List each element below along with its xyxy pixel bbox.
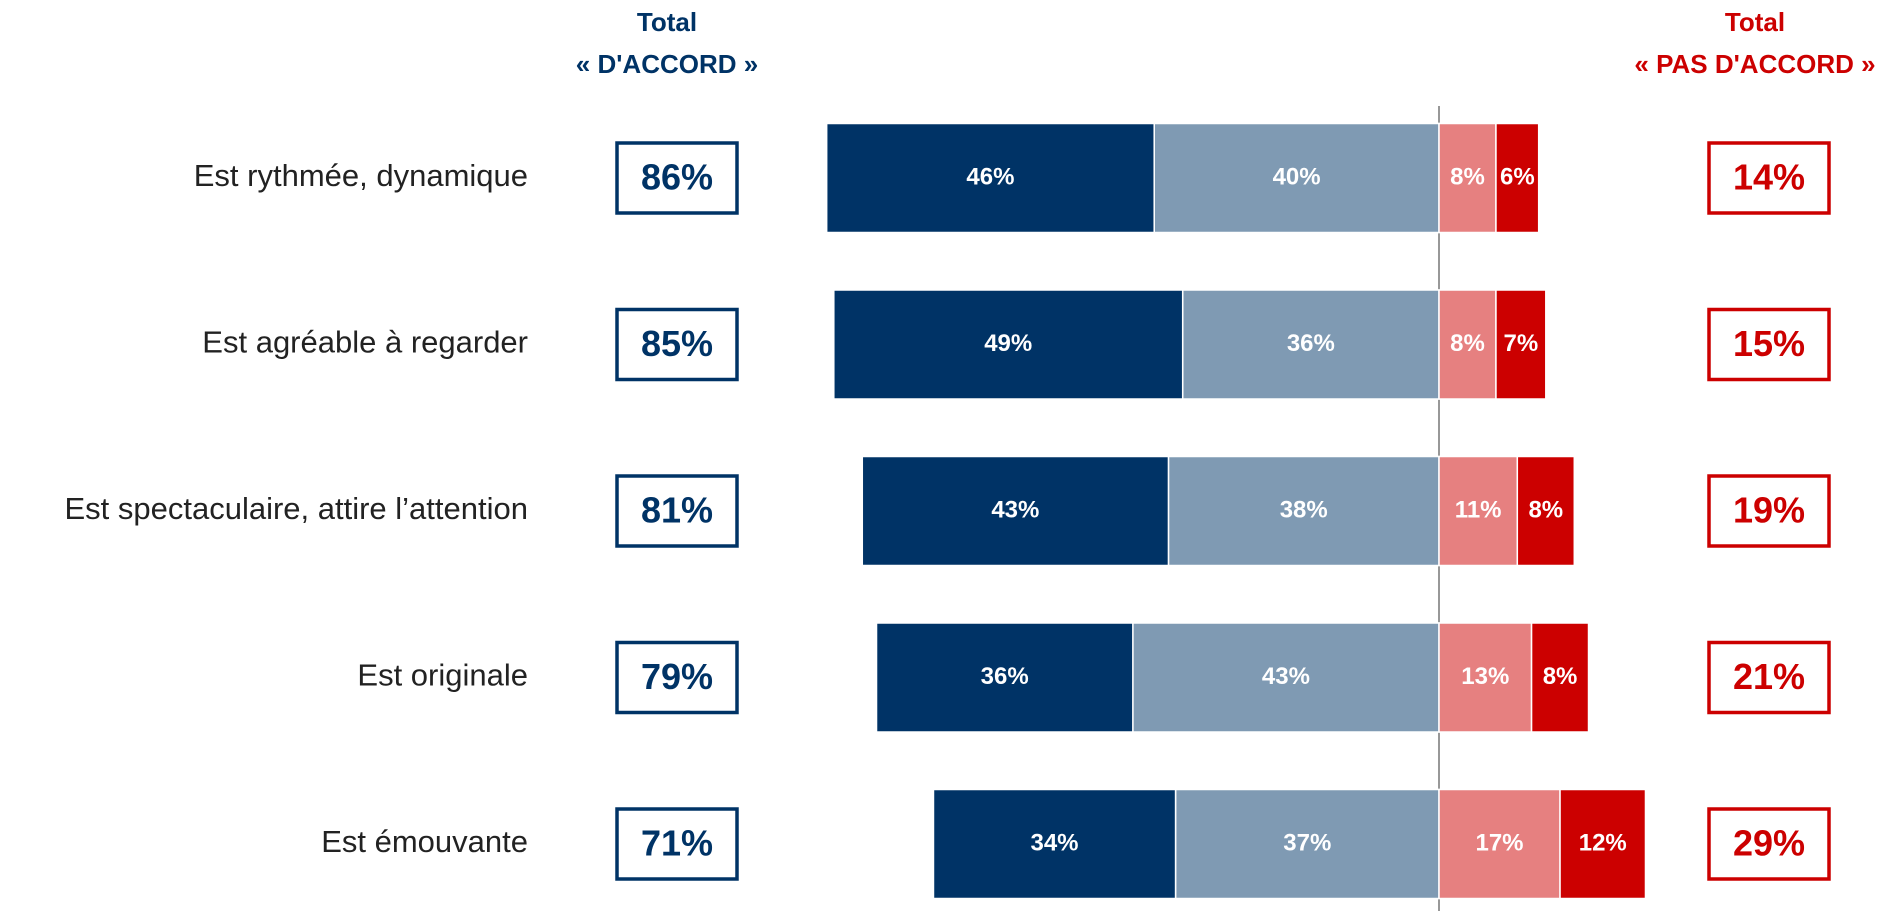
bar-segment xyxy=(1174,788,1440,900)
segment-label: 8% xyxy=(1543,663,1578,690)
bar-segment xyxy=(1495,289,1547,400)
bar-segment xyxy=(861,455,1170,567)
bar-segment xyxy=(1516,455,1576,567)
segment-label: 6% xyxy=(1500,163,1535,190)
bar-segment xyxy=(875,622,1134,733)
category-label: Est spectaculaire, attire l’attention xyxy=(64,491,528,526)
total-box xyxy=(1707,640,1831,715)
bar-segment xyxy=(932,788,1177,900)
total-box xyxy=(1707,141,1831,215)
total-box xyxy=(615,807,739,881)
segment-label: 17% xyxy=(1475,829,1523,856)
total-label: 14% xyxy=(1733,157,1805,198)
total-box xyxy=(1707,307,1831,382)
total-box xyxy=(615,474,739,548)
total-label: 15% xyxy=(1733,323,1805,364)
segment-label: 7% xyxy=(1504,330,1539,357)
segment-label: 11% xyxy=(1455,496,1502,523)
segment-label: 37% xyxy=(1283,829,1331,856)
segment-label: 38% xyxy=(1280,496,1328,523)
total-box xyxy=(1707,807,1831,881)
segment-label: 8% xyxy=(1450,330,1485,357)
segment-label: 49% xyxy=(984,330,1032,357)
bar-segment xyxy=(1153,122,1440,234)
total-box xyxy=(615,307,739,382)
total-label: 29% xyxy=(1733,823,1805,864)
total-box xyxy=(1707,474,1831,548)
bar-segment xyxy=(825,122,1155,234)
bar-segment xyxy=(1438,455,1519,567)
bar-segment xyxy=(1132,622,1440,733)
segment-label: 40% xyxy=(1273,163,1321,190)
segment-label: 43% xyxy=(991,496,1039,523)
total-label: 79% xyxy=(641,656,713,697)
bar-segment xyxy=(1438,622,1533,733)
segment-label: 46% xyxy=(966,163,1014,190)
bar-segment xyxy=(1530,622,1590,733)
segment-label: 8% xyxy=(1450,163,1485,190)
total-box xyxy=(615,640,739,715)
bar-segment xyxy=(1438,289,1497,400)
category-label: Est émouvante xyxy=(321,824,528,859)
total-box xyxy=(615,141,739,215)
segment-label: 36% xyxy=(981,663,1029,690)
agree-header: « D'ACCORD » xyxy=(576,49,758,79)
segment-label: 8% xyxy=(1528,496,1563,523)
disagree-header: Total xyxy=(1725,7,1785,37)
total-label: 21% xyxy=(1733,656,1805,697)
bar-segment xyxy=(1438,788,1561,900)
segment-label: 13% xyxy=(1461,663,1509,690)
total-label: 85% xyxy=(641,323,713,364)
total-label: 81% xyxy=(641,490,713,531)
total-label: 19% xyxy=(1733,490,1805,531)
segment-label: 12% xyxy=(1579,829,1627,856)
bar-segment xyxy=(1559,788,1647,900)
total-label: 71% xyxy=(641,823,713,864)
segment-label: 43% xyxy=(1262,663,1310,690)
category-label: Est originale xyxy=(357,658,528,693)
total-label: 86% xyxy=(641,157,713,198)
agree-header: Total xyxy=(637,7,697,37)
bar-segment xyxy=(1438,122,1497,234)
segment-label: 36% xyxy=(1287,330,1335,357)
bar-segment xyxy=(1495,122,1540,234)
disagree-header: « PAS D'ACCORD » xyxy=(1634,49,1875,79)
category-label: Est rythmée, dynamique xyxy=(194,158,528,193)
category-label: Est agréable à regarder xyxy=(202,325,528,360)
segment-label: 34% xyxy=(1030,829,1078,856)
bar-segment xyxy=(833,289,1184,400)
